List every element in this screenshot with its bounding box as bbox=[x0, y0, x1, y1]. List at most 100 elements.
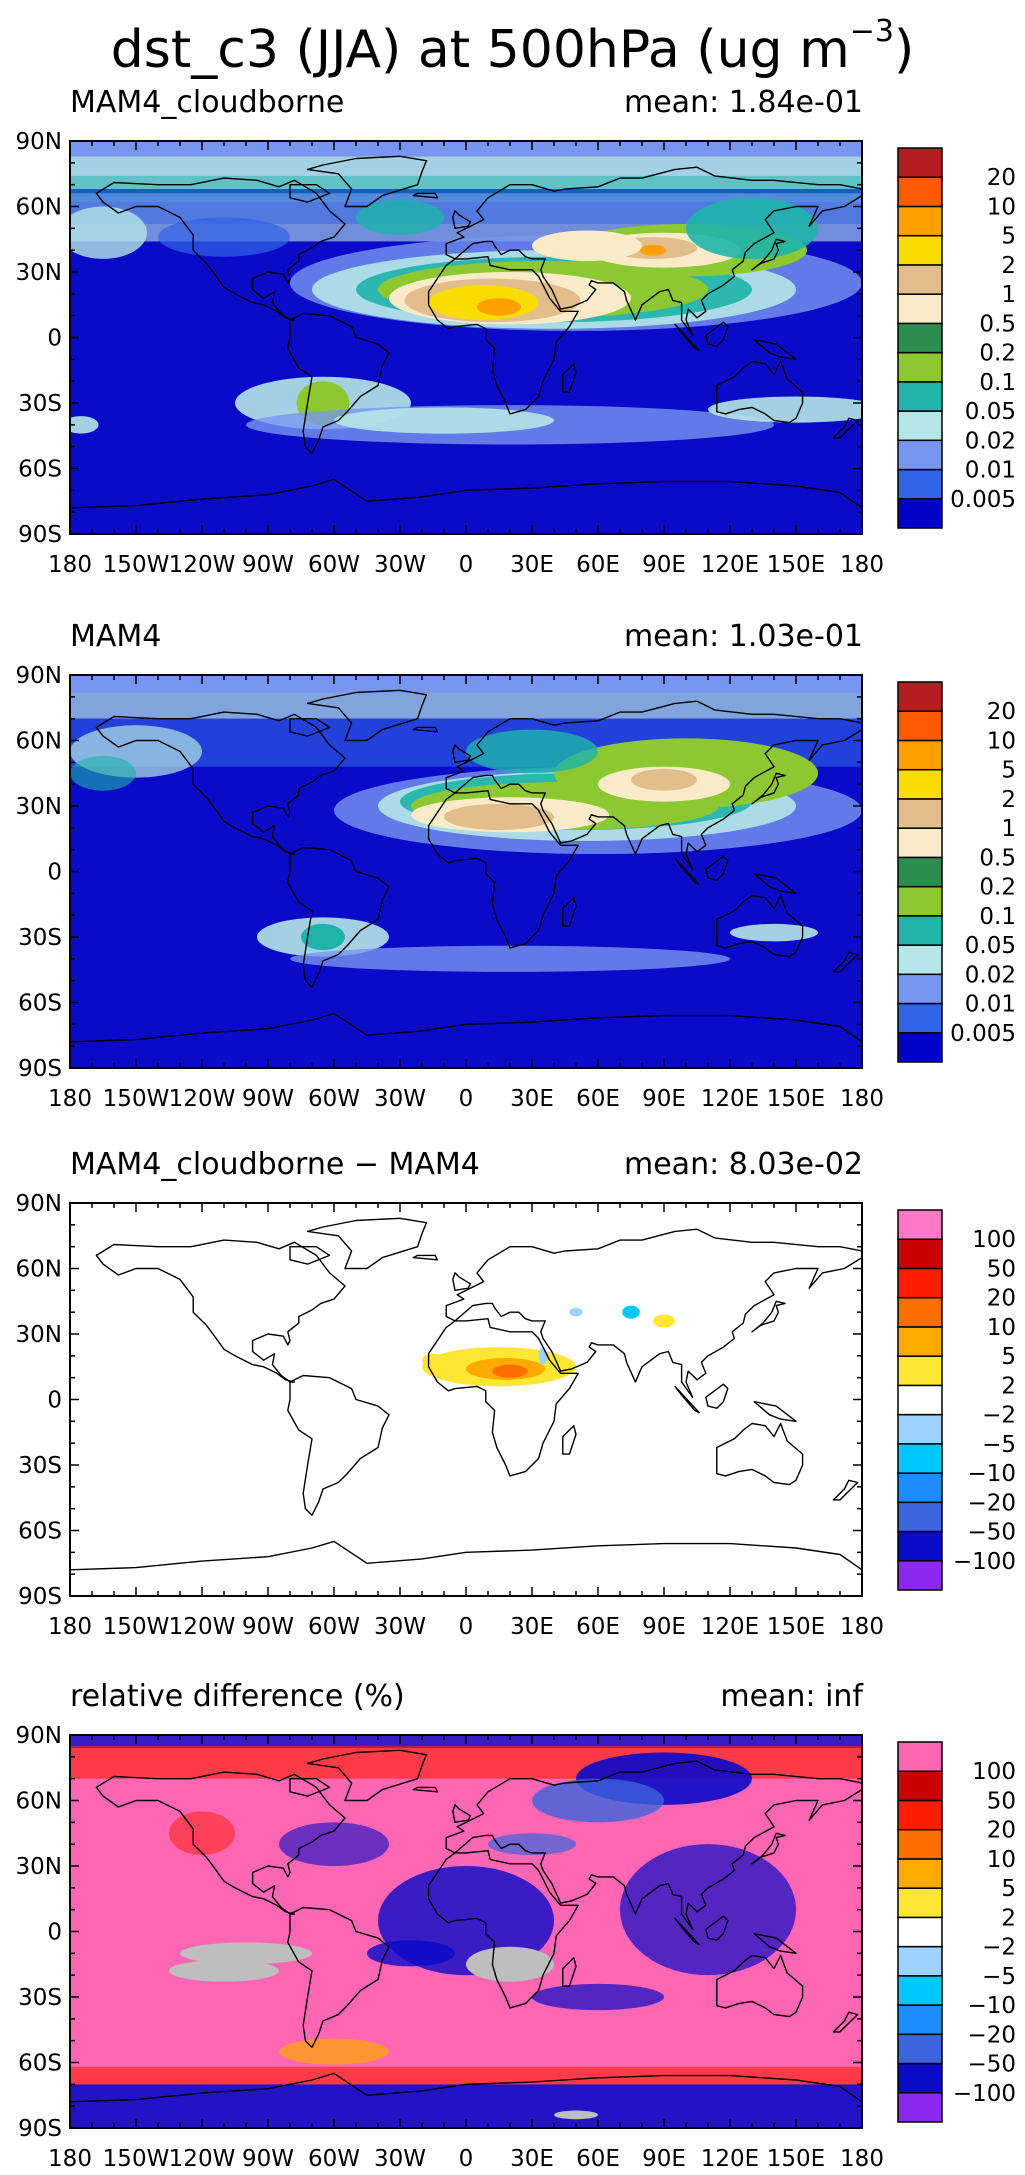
x-tick-label: 120E bbox=[701, 2146, 759, 2172]
coastline-baffin bbox=[289, 183, 331, 203]
figure-title-close: ) bbox=[893, 20, 915, 80]
panel-title: MAM4_cloudborne bbox=[70, 85, 345, 120]
coastline-greenland bbox=[306, 689, 428, 742]
field-region bbox=[532, 1778, 664, 1823]
x-tick-label: 150W bbox=[103, 552, 170, 578]
coastline-iceland bbox=[412, 1786, 439, 1793]
axis-ticks bbox=[69, 140, 863, 535]
field-region bbox=[422, 1353, 444, 1367]
field-region bbox=[466, 729, 598, 774]
x-tick-label: 60W bbox=[308, 2146, 360, 2172]
figure-title: dst_c3 (JJA) at 500hPa (ug m−3) bbox=[0, 0, 1025, 82]
coastline-greenland bbox=[306, 155, 428, 208]
field-region bbox=[653, 1314, 675, 1328]
colorbar-label: 5 bbox=[1001, 1344, 1016, 1370]
colorbar-label: 100 bbox=[972, 1759, 1016, 1785]
colorbar-label: 20 bbox=[987, 1286, 1016, 1312]
coastline-japan bbox=[751, 1300, 786, 1333]
colorbar-swatch bbox=[897, 739, 943, 771]
colorbar-label: −5 bbox=[982, 1964, 1016, 1990]
x-tick-label: 120W bbox=[169, 1086, 236, 1112]
y-tick-label: 60S bbox=[18, 457, 62, 483]
x-tick-label: 150W bbox=[103, 1086, 170, 1112]
colorbar-swatch bbox=[897, 885, 943, 917]
colorbar-label: 1 bbox=[1001, 282, 1016, 308]
y-tick-label: 30S bbox=[18, 925, 62, 951]
x-tick-label: 30E bbox=[510, 1086, 554, 1112]
x-tick-label: 90W bbox=[242, 1086, 294, 1112]
y-tick-label: 0 bbox=[47, 326, 62, 352]
y-tick-label: 0 bbox=[47, 860, 62, 886]
colorbar-swatch bbox=[897, 915, 943, 946]
field-region bbox=[488, 1833, 576, 1856]
x-tick-label: 180 bbox=[840, 1086, 884, 1112]
field-region bbox=[492, 1364, 528, 1378]
coastline-australia bbox=[716, 1954, 804, 2018]
y-tick-label: 30N bbox=[16, 260, 62, 286]
y-tick-label: 90S bbox=[18, 1584, 62, 1610]
field-region bbox=[334, 407, 554, 434]
colorbar-swatch bbox=[897, 1530, 943, 1562]
coastline-madagascar bbox=[562, 897, 577, 927]
y-tick-label: 60N bbox=[16, 195, 62, 221]
mean-value: 1.84e-01 bbox=[728, 85, 863, 120]
mean-value: inf bbox=[825, 1679, 863, 1714]
x-tick-label: 180 bbox=[840, 552, 884, 578]
colorbar-label: 10 bbox=[987, 728, 1016, 754]
coastline-baffin bbox=[289, 1777, 331, 1797]
colorbar-label: −50 bbox=[967, 1520, 1016, 1546]
y-tick-label: 30S bbox=[18, 1985, 62, 2011]
field-region bbox=[356, 199, 444, 235]
colorbar: 0.005 0.01 0.02 0.05 0.1 0.2 0.5 1 2 5 10 20 bbox=[897, 147, 1016, 529]
colorbar-swatch bbox=[897, 1238, 943, 1270]
coastline-antarctica bbox=[70, 478, 862, 534]
colorbar-label: 1 bbox=[1001, 816, 1016, 842]
coastline-new-zealand bbox=[832, 417, 859, 439]
coastline-madagascar bbox=[562, 363, 577, 393]
y-tick-label: 0 bbox=[47, 1388, 62, 1414]
x-tick-label: 180 bbox=[48, 1086, 92, 1112]
coastlines bbox=[70, 1217, 862, 1596]
colorbar: 0.005 0.01 0.02 0.05 0.1 0.2 0.5 1 2 5 10 20 bbox=[897, 681, 1016, 1063]
field-region bbox=[554, 2110, 598, 2120]
field-region bbox=[708, 396, 862, 423]
colorbar-swatch bbox=[897, 1975, 943, 2006]
colorbar-swatch bbox=[897, 2062, 943, 2094]
x-tick-label: 30W bbox=[374, 1614, 426, 1640]
field-layer bbox=[422, 1305, 675, 1387]
y-tick-label: 30S bbox=[18, 1453, 62, 1479]
coastline-japan bbox=[751, 238, 786, 271]
figure-title-superscript: −3 bbox=[849, 14, 894, 49]
x-tick-label: 90E bbox=[642, 1086, 686, 1112]
y-tick-label: 30S bbox=[18, 391, 62, 417]
coastline-baffin bbox=[289, 717, 331, 737]
y-tick-label: 90N bbox=[16, 1191, 62, 1217]
colorbar-label: 5 bbox=[1001, 1876, 1016, 1902]
field-region bbox=[466, 1946, 554, 1982]
field-region bbox=[631, 768, 697, 791]
colorbar-swatch bbox=[897, 1326, 943, 1357]
x-tick-label: 150E bbox=[767, 1086, 825, 1112]
x-tick-label: 180 bbox=[48, 2146, 92, 2172]
y-tick-label: 30N bbox=[16, 1854, 62, 1880]
x-tick-label: 120W bbox=[169, 1614, 236, 1640]
colorbar-label: −100 bbox=[953, 1549, 1016, 1575]
x-tick-label: 0 bbox=[459, 2146, 474, 2172]
x-tick-label: 150E bbox=[767, 2146, 825, 2172]
field-region bbox=[639, 244, 667, 256]
x-tick-label: 60W bbox=[308, 1086, 360, 1112]
coastline-new-guinea bbox=[753, 338, 797, 360]
coastline-greenland bbox=[306, 1749, 428, 1802]
colorbar: −100 −50 −20 −10 −5 −2 2 5 10 20 50 100 bbox=[897, 1209, 1016, 1591]
colorbar-swatch bbox=[897, 1858, 943, 1889]
coastline-australia bbox=[716, 894, 804, 958]
colorbar-swatch bbox=[897, 2004, 943, 2036]
coastline-antarctica bbox=[70, 1012, 862, 1068]
field-region bbox=[477, 298, 521, 316]
panel-title: relative difference (%) bbox=[70, 1679, 405, 1714]
colorbar-label: 100 bbox=[972, 1227, 1016, 1253]
colorbar-swatch bbox=[897, 2092, 943, 2123]
colorbar-label: 50 bbox=[987, 1256, 1016, 1282]
colorbar-swatch bbox=[897, 1887, 943, 1919]
colorbar-swatch bbox=[897, 1472, 943, 1504]
